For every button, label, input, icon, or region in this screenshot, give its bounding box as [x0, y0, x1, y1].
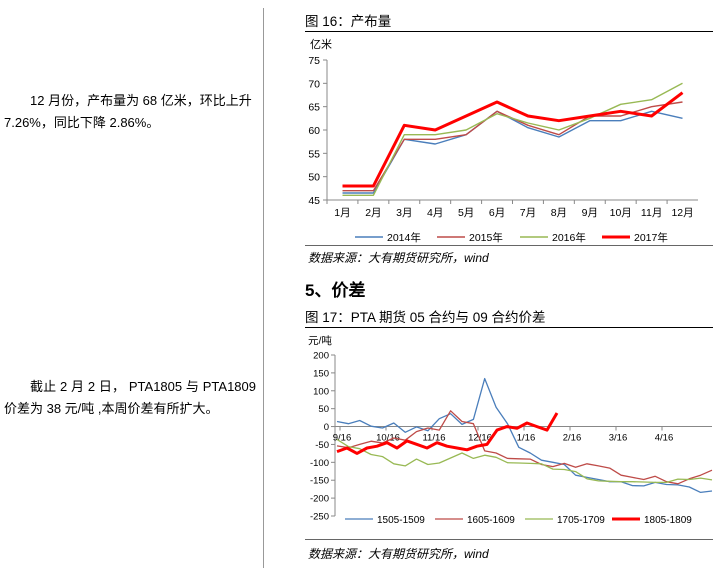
fig16-bottom-rule [305, 245, 713, 246]
fig17-legend-label: 1705-1709 [557, 515, 605, 526]
fig17-ylabel: 元/吨 [308, 334, 332, 347]
fig17-ytick-label: 100 [313, 386, 329, 397]
fig16-ytick-label: 50 [308, 172, 320, 184]
fig17-ytick-label: 200 [313, 351, 329, 362]
fig16-legend-label: 2017年 [634, 231, 668, 244]
fig17-ytick-label: -250 [310, 512, 329, 523]
fig16-ytick-label: 45 [308, 195, 320, 207]
section-title: 5、价差 [305, 281, 366, 300]
left-paragraph-1: 12 月份，产布量为 68 亿米，环比上升 7.26%，同比下降 2.86%。 [4, 93, 252, 130]
fig16-xtick-label: 5月 [458, 207, 474, 219]
fig16-xtick-label: 11月 [641, 207, 662, 219]
fig16-chart: 亿米 45 50 55 60 65 70 75 1月 2月 3月 4月 5月 6月 7月 8月 9月 10月 11月… [308, 38, 698, 244]
fig16-xtick-label: 1月 [334, 207, 350, 219]
left-paragraph-2: 截止 2 月 2 日， PTA1805 与 PTA1809 价差为 38 元/吨… [4, 379, 256, 416]
fig17-ytick-label: -50 [315, 440, 329, 451]
fig17-bottom-rule [305, 539, 713, 540]
fig16-title: 图 16：产布量 [305, 14, 392, 29]
fig17-ytick-label: -150 [310, 476, 329, 487]
fig16-xtick-label: 4月 [427, 207, 443, 219]
fig17-ytick-label: 150 [313, 368, 329, 379]
fig17-ytick-label: -100 [310, 458, 329, 469]
fig17-series-line [336, 438, 713, 484]
fig17-legend-label: 1505-1509 [377, 515, 425, 526]
fig17-series-line [336, 410, 713, 485]
fig17-xtick-label: 11/16 [422, 433, 445, 444]
fig16-series-line [342, 110, 683, 194]
fig16-source: 数据来源：大有期货研究所，wind [308, 251, 489, 265]
fig16-legend-label: 2014年 [387, 231, 421, 244]
fig17-series-line [336, 412, 559, 455]
fig17-series-line [336, 377, 713, 494]
fig17-ytick-label: 50 [318, 404, 329, 415]
fig16-series-line [342, 82, 683, 197]
fig17-xtick-label: 9/16 [333, 433, 352, 444]
fig17-chart: 元/吨 -250 -200 -150 -100 -50 0 50 100 150 200 9/16 10… [308, 334, 713, 526]
fig16-legend-label: 2016年 [552, 231, 586, 244]
fig16-ytick-label: 60 [308, 125, 320, 137]
fig17-legend-label: 1805-1809 [644, 515, 692, 526]
fig16-ytick-label: 65 [308, 102, 320, 114]
fig17-xtick-label: 2/16 [563, 433, 582, 444]
fig16-xtick-label: 2月 [365, 207, 381, 219]
fig17-source: 数据来源：大有期货研究所，wind [308, 547, 489, 561]
fig16-xtick-label: 12月 [671, 207, 693, 219]
fig17-title: 图 17：PTA 期货 05 合约与 09 合约价差 [305, 310, 546, 325]
fig16-xtick-label: 6月 [489, 207, 505, 219]
fig16-xtick-label: 8月 [551, 207, 567, 219]
fig17-xtick-label: 4/16 [655, 433, 674, 444]
fig16-xtick-label: 10月 [610, 207, 632, 219]
fig16-legend-label: 2015年 [469, 231, 503, 244]
fig16-xtick-label: 9月 [582, 207, 598, 219]
fig16-ytick-label: 55 [308, 148, 320, 160]
fig17-top-rule [305, 327, 713, 328]
fig16-ytick-label: 75 [308, 55, 320, 67]
fig16-ytick-label: 70 [308, 78, 320, 90]
fig17-legend-label: 1605-1609 [467, 515, 515, 526]
fig16-ylabel: 亿米 [310, 38, 332, 51]
fig17-ytick-label: -200 [310, 494, 329, 505]
fig16-top-rule [305, 31, 713, 32]
fig17-xtick-label: 10/16 [376, 433, 400, 444]
fig16-xtick-label: 7月 [520, 207, 536, 219]
fig16-series-line [342, 91, 684, 188]
column-divider [263, 8, 264, 568]
fig16-xtick-label: 3月 [396, 207, 412, 219]
fig17-xtick-label: 1/16 [517, 433, 536, 444]
fig17-xtick-label: 3/16 [609, 433, 628, 444]
fig17-ytick-label: 0 [324, 422, 329, 433]
